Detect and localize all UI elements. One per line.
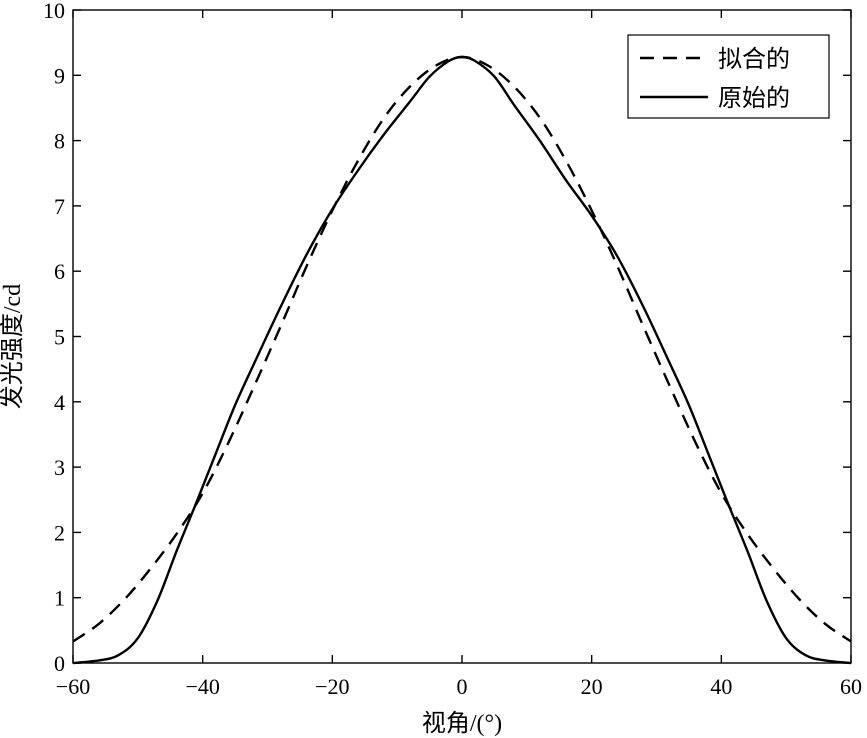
- series-line-fitted: [72, 55, 852, 643]
- x-tick-label: −60: [56, 674, 90, 699]
- y-tick-label: 6: [54, 259, 65, 284]
- legend: 拟合的 原始的: [627, 34, 830, 119]
- y-tick-label: 10: [43, 0, 65, 23]
- x-tick-label: −40: [185, 674, 219, 699]
- y-tick-label: 1: [54, 586, 65, 611]
- y-axis: 0 1 2 3 4 5 6 7 8 9 10: [43, 0, 851, 676]
- x-axis: −60 −40 −20 0 20 40 60: [56, 10, 862, 699]
- x-tick-label: 0: [457, 674, 468, 699]
- x-tick-label: −20: [315, 674, 349, 699]
- plot-area: [72, 55, 852, 665]
- x-tick-label: 60: [840, 674, 862, 699]
- y-tick-label: 2: [54, 520, 65, 545]
- y-tick-label: 9: [54, 63, 65, 88]
- x-axis-title: 视角/(°): [422, 710, 502, 737]
- legend-label-original: 原始的: [718, 84, 790, 112]
- series-line-original: [72, 55, 852, 665]
- x-tick-label: 20: [581, 674, 603, 699]
- y-tick-label: 4: [54, 390, 65, 415]
- y-tick-label: 0: [54, 651, 65, 676]
- y-axis-title: 发光强度/cd: [0, 284, 26, 409]
- x-tick-label: 40: [710, 674, 732, 699]
- y-tick-label: 7: [54, 194, 65, 219]
- y-tick-label: 8: [54, 129, 65, 154]
- legend-label-fitted: 拟合的: [718, 45, 790, 73]
- legend-box: [627, 34, 830, 119]
- y-tick-label: 3: [54, 455, 65, 480]
- y-tick-label: 5: [54, 325, 65, 350]
